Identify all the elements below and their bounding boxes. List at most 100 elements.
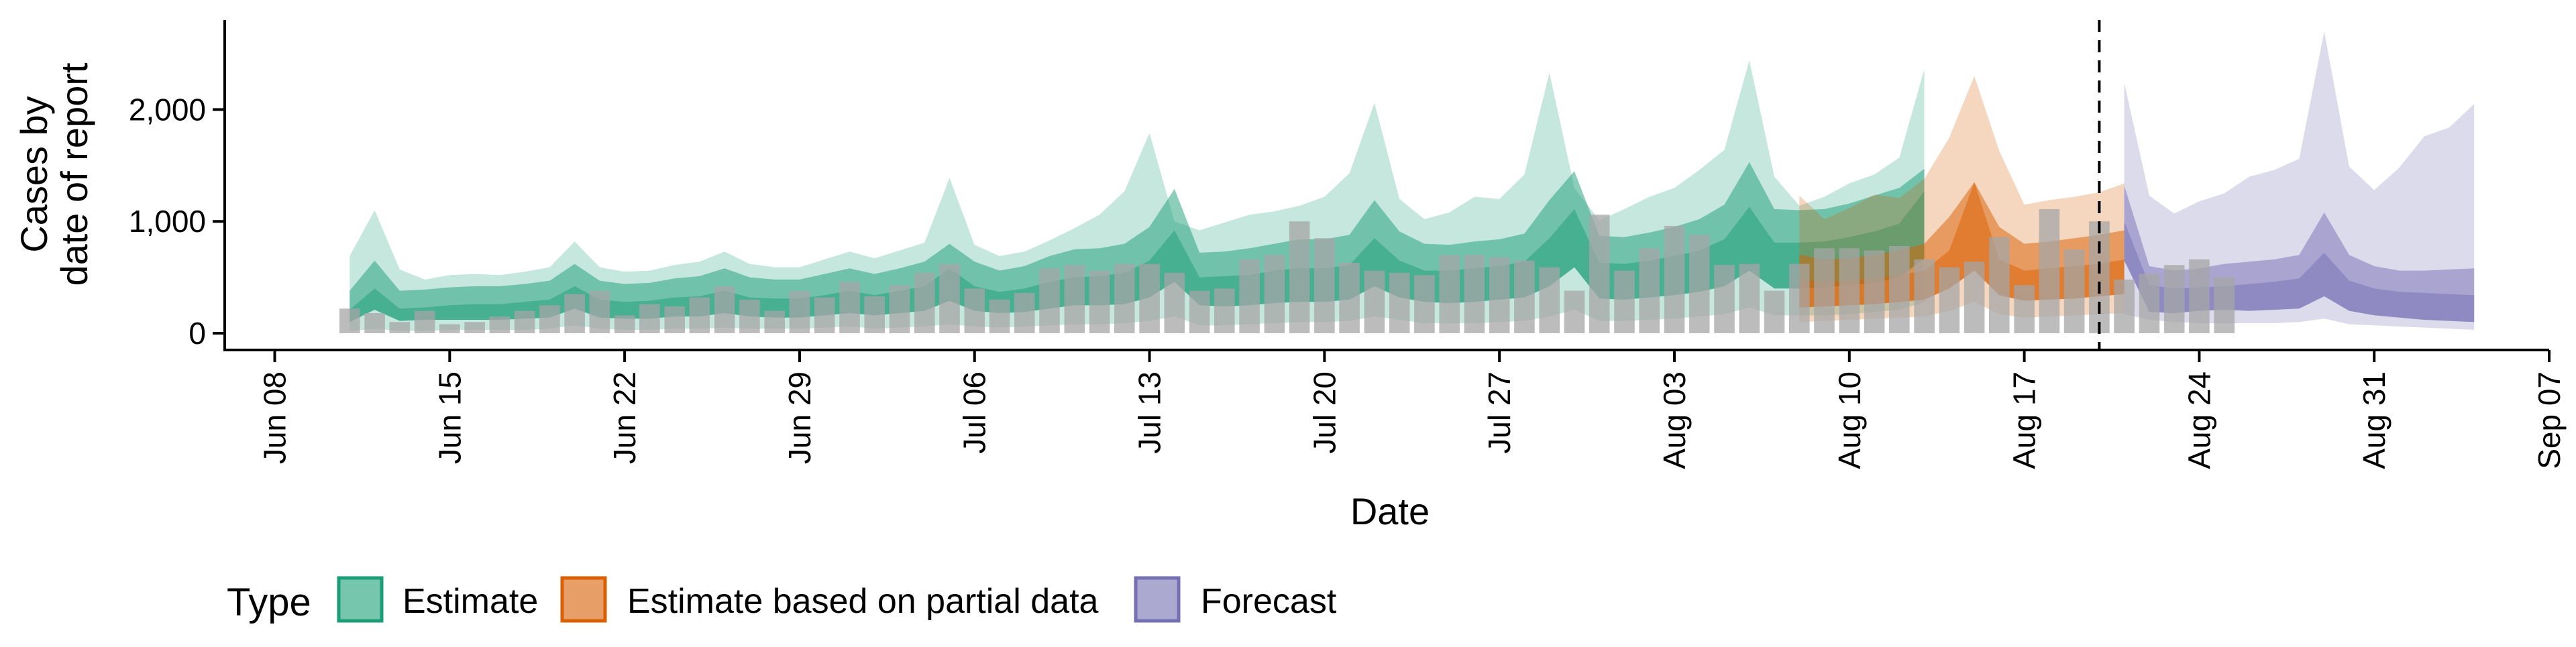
reported-cases-bar: [839, 282, 860, 333]
reported-cases-bar: [1389, 272, 1410, 333]
reported-cases-bar: [1739, 263, 1760, 333]
reported-cases-bar: [364, 313, 385, 333]
reported-cases-bar: [864, 296, 885, 333]
x-tick-label: Aug 10: [1832, 371, 1867, 469]
reported-cases-bar: [2014, 285, 2035, 333]
x-tick-label: Aug 03: [1657, 371, 1692, 469]
reported-cases-bar: [1339, 262, 1360, 333]
reported-cases-bar: [1164, 272, 1185, 333]
y-ticks: 0 1,000 2,000: [129, 92, 225, 351]
reported-cases-bar: [1414, 275, 1435, 333]
y-tick-label: 2,000: [129, 92, 206, 127]
reported-cases-bar: [1989, 237, 2010, 333]
reported-cases-bar: [1764, 290, 1785, 333]
reported-cases-bar: [1914, 259, 1935, 333]
x-tick-label: Jun 08: [258, 371, 292, 464]
reported-cases-bar: [689, 297, 710, 333]
reported-cases-bar: [2163, 265, 2185, 333]
reported-cases-bar: [339, 308, 360, 333]
reported-cases-bar: [2039, 209, 2060, 333]
reported-cases-bar: [1039, 268, 1060, 333]
reported-cases-bar: [1289, 221, 1310, 333]
reported-cases-bar: [914, 272, 935, 333]
reported-cases-bar: [2189, 259, 2210, 333]
forecast-outer-band: [2124, 31, 2475, 330]
reported-cases-bar: [1939, 267, 1960, 333]
reported-cases-bar: [889, 285, 910, 333]
reported-cases-bar: [814, 297, 835, 333]
reported-cases-bar: [1314, 238, 1335, 333]
reported-cases-bar: [564, 294, 585, 333]
x-axis-title: Date: [1350, 490, 1430, 532]
legend-key-partial: [560, 576, 607, 623]
reported-cases-bar: [1189, 290, 1210, 333]
reported-cases-bar: [1239, 259, 1260, 333]
x-tick-label: Jun 22: [607, 371, 642, 464]
reported-cases-bar: [1864, 250, 1885, 333]
legend-key-estimate: [337, 576, 384, 623]
legend-item-forecast: Forecast: [1134, 576, 1337, 623]
x-tick-label: Jul 13: [1132, 371, 1167, 454]
reported-cases-bar: [1139, 263, 1160, 333]
reported-cases-bar: [2214, 277, 2235, 333]
reported-cases-bar: [489, 316, 511, 333]
reported-cases-bar: [1439, 255, 1460, 333]
reported-cases-bar: [1464, 255, 1485, 333]
reported-cases-bar: [989, 299, 1010, 333]
reported-cases-bar: [739, 299, 760, 333]
legend-item-partial: Estimate based on partial data: [560, 576, 1099, 623]
legend-label-partial: Estimate based on partial data: [627, 582, 1099, 621]
reported-cases-bar: [1114, 263, 1135, 333]
y-tick-label: 0: [189, 316, 206, 351]
reported-cases-bar: [1564, 290, 1585, 333]
reported-cases-bar: [514, 310, 535, 333]
reported-cases-bar: [2063, 249, 2085, 333]
reported-cases-bar: [1364, 270, 1385, 333]
reported-cases-bar: [389, 322, 411, 333]
legend-key-forecast: [1134, 576, 1181, 623]
reported-cases-bar: [2114, 279, 2135, 333]
reported-cases-bar: [1589, 215, 1610, 333]
reported-cases-bar: [1214, 288, 1235, 333]
x-tick-label: Jun 15: [432, 371, 467, 464]
reported-cases-bar: [1839, 248, 1860, 333]
x-tick-label: Aug 24: [2182, 371, 2216, 469]
reported-cases-bar: [1639, 248, 1660, 333]
axes: [223, 20, 2549, 351]
reported-cases-bar: [764, 310, 785, 333]
forecast-median-band: [2124, 221, 2475, 322]
reported-cases-bar: [2089, 221, 2110, 333]
reported-cases-bar: [789, 290, 810, 333]
reported-cases-bar: [464, 322, 485, 333]
reported-cases-bar: [539, 305, 560, 333]
reported-cases-bar: [714, 286, 735, 333]
reported-cases-bar: [1889, 245, 1910, 333]
reported-cases-bar: [1089, 270, 1110, 333]
x-tick-label: Jul 06: [957, 371, 992, 454]
legend-title: Type: [227, 581, 311, 624]
reported-cases-bar: [1489, 257, 1510, 333]
x-tick-label: Jul 20: [1307, 371, 1342, 454]
legend-item-estimate: Estimate: [337, 576, 538, 623]
x-tick-label: Aug 31: [2357, 371, 2392, 469]
x-ticks: Jun 08 Jun 15 Jun 22 Jun 29 Jul 06 Jul 13 Jul …: [258, 350, 2567, 469]
reported-cases-bar: [1714, 265, 1735, 333]
reported-cases-bar: [1688, 235, 1710, 333]
reported-cases-bar: [1014, 292, 1035, 333]
reported-cases-bar: [614, 315, 635, 333]
reported-cases-bar: [1964, 261, 1985, 333]
x-tick-label: Jul 27: [1482, 371, 1517, 454]
reported-cases-bar: [964, 288, 985, 333]
x-tick-label: Sep 07: [2532, 371, 2567, 469]
reported-cases-bar: [414, 310, 435, 333]
reported-cases-bar: [1614, 270, 1635, 333]
reported-cases-bar: [439, 324, 460, 333]
reported-cases-bar: [664, 306, 685, 333]
y-axis-title-line-1: Cases by: [13, 96, 55, 252]
reported-cases-bar: [1514, 260, 1535, 333]
reported-cases-bar: [2139, 274, 2160, 333]
legend-label-forecast: Forecast: [1201, 582, 1337, 621]
reported-cases-bar: [1789, 263, 1810, 333]
